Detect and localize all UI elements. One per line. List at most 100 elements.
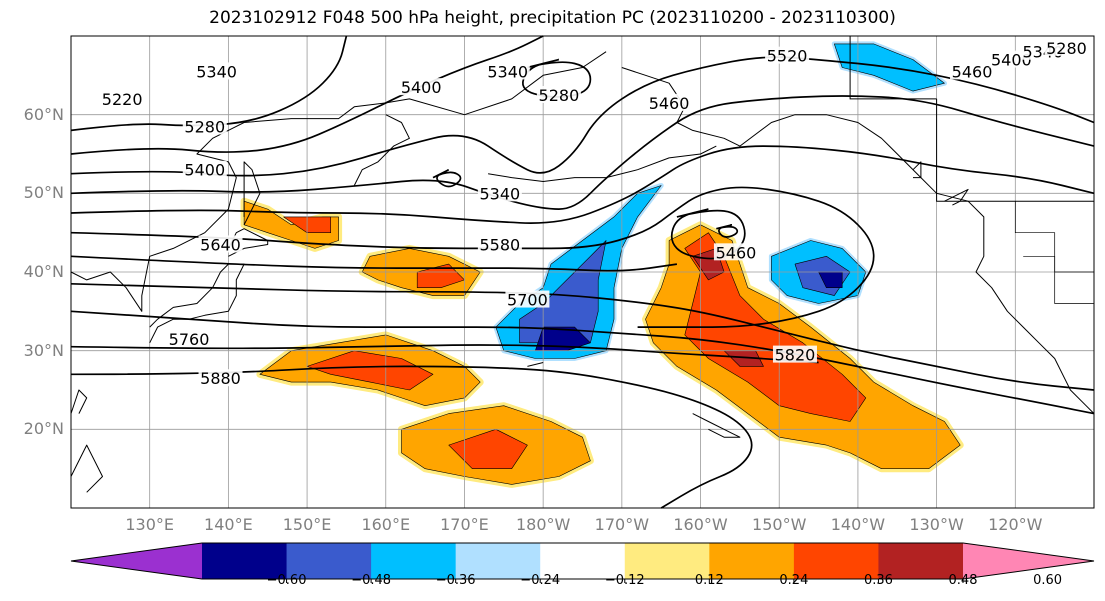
- contour-label: 5760: [169, 330, 210, 349]
- latitude-label: 20°N: [23, 419, 64, 439]
- contour-label-bg: [399, 78, 444, 96]
- colorbar-tick-label: −0.12: [604, 573, 645, 588]
- latitude-label: 40°N: [23, 262, 64, 281]
- precip-positive-area: [448, 428, 528, 470]
- longitude-label: 160°E: [361, 515, 411, 534]
- contour-label-bg: [713, 243, 758, 261]
- contour-label: 5280: [184, 117, 225, 136]
- contour-label: 5700: [507, 291, 548, 310]
- colorbar-segment: [624, 543, 710, 579]
- colorbar-tick-label: −0.24: [520, 573, 561, 588]
- colorbar-segment: [202, 543, 288, 579]
- height-contour: [70, 95, 1095, 210]
- colorbar-segment: [455, 543, 541, 579]
- coastline: [243, 161, 261, 226]
- longitude-label: 160°W: [673, 515, 728, 534]
- longitude-label: 180°W: [515, 515, 571, 534]
- colorbar-tick-label: −0.36: [435, 573, 476, 588]
- contour-label-bg: [477, 235, 522, 253]
- contour-label: 5340: [487, 62, 528, 81]
- contour-label-bg: [167, 329, 212, 347]
- contour-label-bg: [477, 184, 522, 202]
- contour-label-bg: [182, 160, 227, 178]
- contour-labels: 5340 5220 5280 5400 5640 5760 5880 5400 5340 5280…: [100, 38, 1089, 388]
- latitude-label: 30°N: [23, 340, 64, 360]
- contour-label: 5580: [480, 235, 521, 254]
- contour-label-bg: [536, 86, 581, 103]
- contour-label-bg: [485, 62, 530, 80]
- coastlines: [70, 36, 1095, 493]
- height-contour: [70, 255, 678, 272]
- border-line: [936, 98, 1094, 202]
- height-contour: [70, 344, 819, 364]
- longitude-label: 140°E: [204, 515, 253, 534]
- height-contour: [70, 35, 544, 155]
- colorbar-segment: [793, 543, 879, 579]
- contour-label: 5340: [480, 184, 521, 203]
- latitude-label: 50°N: [23, 183, 64, 203]
- contour-label: 5280: [1046, 39, 1087, 58]
- contour-label: 5820: [775, 346, 816, 365]
- contour-label-bg: [198, 235, 243, 253]
- contour-label-bg: [765, 46, 810, 64]
- contour-label-bg: [1044, 38, 1089, 56]
- longitude-label: 170°E: [440, 515, 489, 534]
- coastline: [527, 362, 544, 367]
- colorbar-tick-label: 0.12: [694, 573, 724, 588]
- contour-label: 5400: [401, 78, 442, 97]
- colorbar-tick-label: 0.24: [779, 573, 809, 588]
- contour-label: 5460: [649, 94, 690, 113]
- coastline: [944, 188, 969, 206]
- colorbar-tick-label: 0.60: [1033, 573, 1063, 588]
- colorbar-segment: [286, 543, 372, 579]
- colorbar-extend-high: [963, 543, 1094, 579]
- colorbar-segment: [709, 543, 795, 579]
- contour-label-bg: [198, 369, 243, 387]
- longitude-label: 130°W: [909, 515, 964, 534]
- height-contour-closed: [716, 223, 739, 238]
- contour-label-bg: [950, 62, 995, 80]
- contour-label: 5460: [716, 243, 757, 262]
- colorbar-segment: [540, 543, 626, 579]
- longitude-label: 140°W: [830, 515, 886, 534]
- height-contour-closed: [432, 168, 462, 188]
- contour-label: 5520: [767, 47, 808, 66]
- contour-label: 5220: [102, 90, 143, 109]
- contour-label-bg: [182, 117, 227, 135]
- height-contour: [70, 145, 1095, 224]
- precip-positive-area: [243, 200, 339, 249]
- colorbar-outline: [70, 542, 1095, 580]
- height-contour: [70, 35, 348, 132]
- contour-label-bg: [505, 290, 550, 308]
- precip-positive-area: [684, 232, 867, 422]
- contour-label: 5460: [952, 62, 993, 81]
- latitude-label: 60°N: [23, 104, 64, 124]
- colorbar-segment: [371, 543, 457, 579]
- height-contour: [70, 186, 875, 328]
- precip-positive-area: [416, 263, 465, 289]
- coastline: [70, 51, 607, 312]
- contour-label: 5280: [539, 86, 580, 105]
- colorbar-segment: [878, 543, 964, 579]
- height-contour: [70, 282, 1095, 391]
- longitude-label: 150°E: [282, 515, 332, 534]
- contour-label: 5400: [184, 161, 225, 180]
- contour-label-bg: [194, 62, 239, 80]
- height-contour: [70, 365, 753, 509]
- graticule: [71, 36, 1094, 508]
- height-contours: [70, 35, 1095, 509]
- coastline: [70, 389, 88, 414]
- colorbar-tick-label: −0.48: [351, 573, 392, 588]
- height-contour: [70, 56, 1095, 177]
- map-frame: [70, 35, 1095, 509]
- chart-title: 2023102912 F048 500 hPa height, precipit…: [209, 8, 896, 28]
- height-contour: [70, 310, 1095, 415]
- border-line: [1023, 255, 1094, 304]
- longitude-label: 120°W: [988, 515, 1043, 534]
- colorbar-tick-label: −0.60: [266, 573, 307, 588]
- colorbar-tick-label: 0.48: [948, 573, 978, 588]
- coastline: [70, 444, 103, 493]
- longitude-label: 150°W: [752, 515, 807, 534]
- longitude-label: 130°E: [125, 515, 175, 534]
